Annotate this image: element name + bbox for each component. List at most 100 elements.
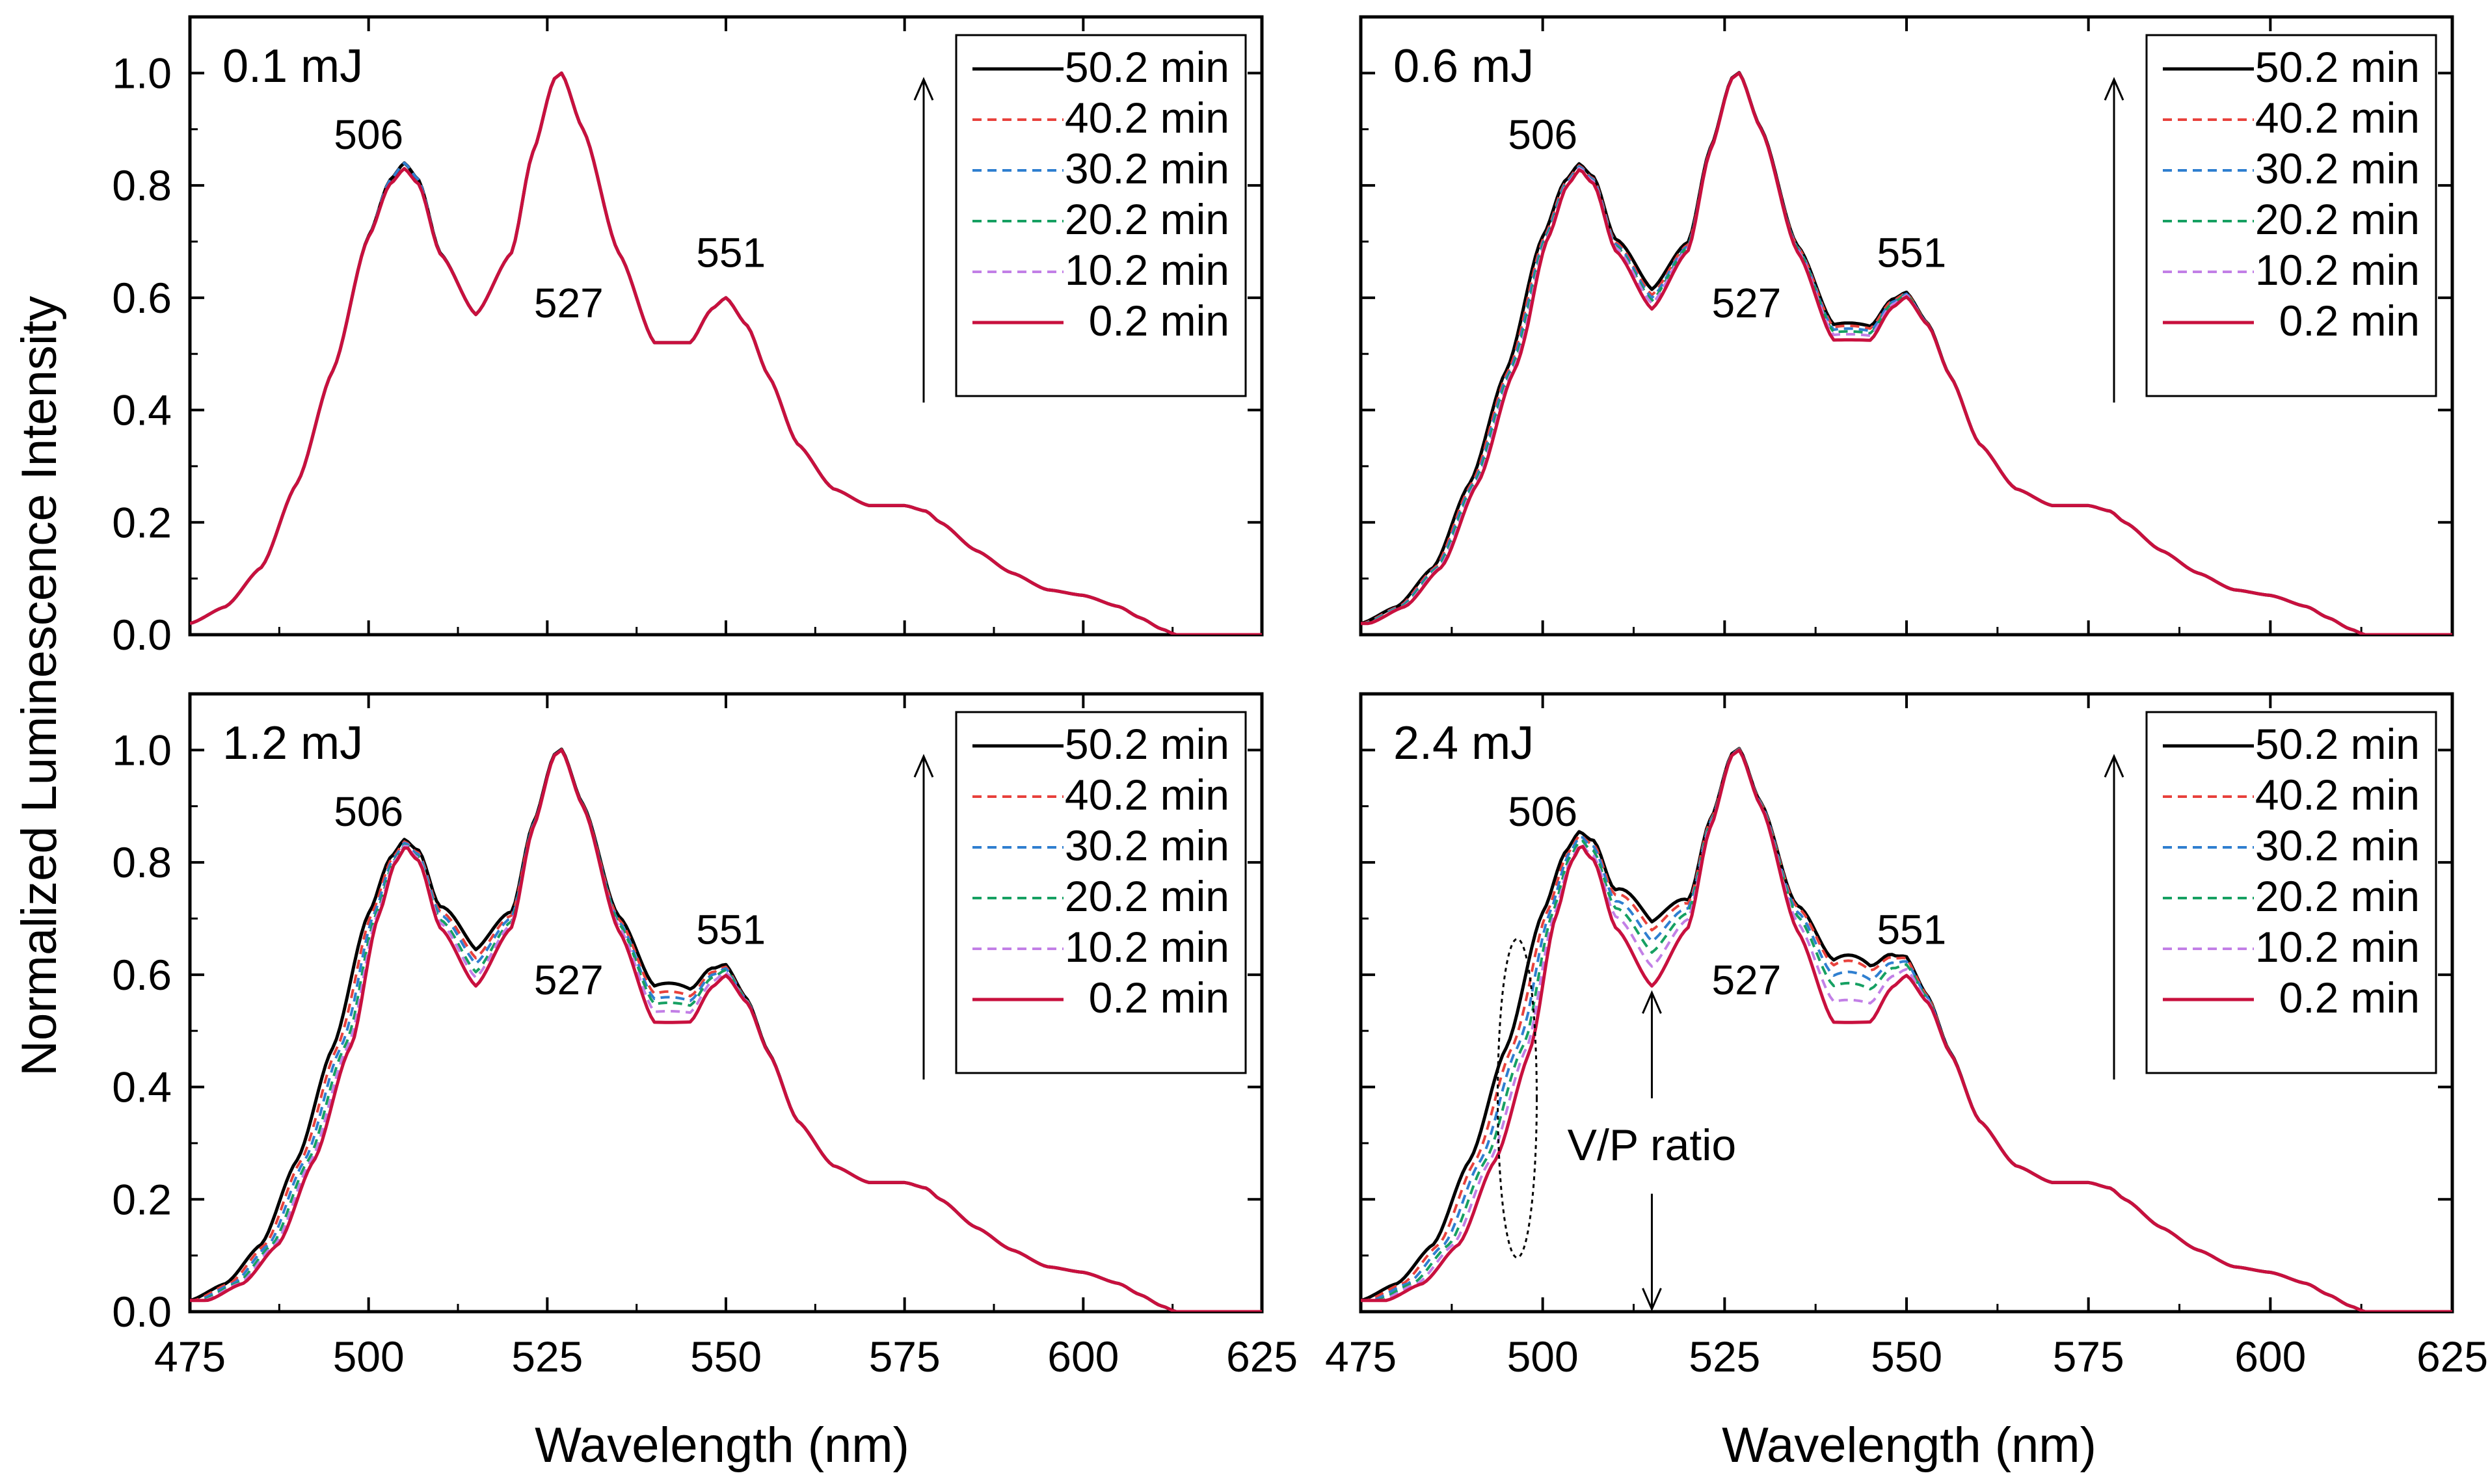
peak-label-551: 551: [696, 906, 766, 953]
series-line-10-2-min: [190, 749, 1262, 1312]
legend-label: 40.2 min: [2255, 771, 2420, 819]
x-tick-label: 625: [2416, 1332, 2488, 1381]
peak-label-551: 551: [1877, 229, 1946, 276]
y-tick-label: 1.0: [112, 49, 172, 97]
legend-label: 0.2 min: [2279, 297, 2420, 345]
series-line-10-2-min: [1361, 748, 2452, 1312]
vp-arrow-down-head: [1642, 1288, 1662, 1312]
legend-label: 20.2 min: [2255, 195, 2420, 243]
y-axis-title: Normalized Luminescence Intensity: [12, 296, 67, 1076]
y-tick-label: 0.8: [112, 161, 172, 209]
peak-label-506: 506: [1508, 788, 1577, 835]
peak-label-506: 506: [334, 788, 403, 835]
peak-label-551: 551: [1877, 906, 1946, 953]
x-tick-label: 475: [154, 1332, 226, 1381]
y-tick-label: 0.4: [112, 386, 172, 434]
x-tick-label: 600: [1047, 1332, 1119, 1381]
legend-label: 50.2 min: [2255, 720, 2420, 768]
peak-label-506: 506: [334, 111, 403, 158]
legend-label: 10.2 min: [1065, 923, 1229, 971]
legend-label: 20.2 min: [1065, 195, 1229, 243]
time-arrow-head: [913, 754, 934, 778]
y-tick-label: 1.0: [112, 726, 172, 774]
shoulder-ellipse: [1497, 938, 1538, 1259]
energy-label: 1.2 mJ: [222, 717, 363, 769]
legend-label: 0.2 min: [1089, 297, 1229, 345]
series-line-0-2-min: [190, 71, 1262, 635]
x-tick-label: 625: [1226, 1332, 1298, 1381]
x-tick-label: 600: [2234, 1332, 2306, 1381]
legend-label: 40.2 min: [2255, 94, 2420, 142]
series-line-0-2-min: [1361, 748, 2452, 1312]
y-tick-label: 0.0: [112, 611, 172, 659]
series-lines: [190, 747, 1262, 1312]
panel-3: 475 500 525 550 575 600 625 0.0 0.2 0.4 0.6 0.8 1.0 1…: [112, 692, 1298, 1381]
legend-label: 30.2 min: [1065, 144, 1229, 192]
legend-label: 10.2 min: [1065, 246, 1229, 294]
legend-label: 10.2 min: [2255, 923, 2420, 971]
series-lines: [1361, 71, 2452, 635]
peak-label-551: 551: [696, 229, 766, 276]
legend-label: 20.2 min: [2255, 872, 2420, 920]
legend-box: [2145, 711, 2437, 1074]
peak-label-506: 506: [1508, 111, 1577, 158]
y-tick-label: 0.6: [112, 951, 172, 999]
x-tick-label: 550: [690, 1332, 762, 1381]
legend-label: 50.2 min: [2255, 43, 2420, 91]
x-tick-label: 500: [333, 1332, 405, 1381]
y-tick-label: 0.2: [112, 498, 172, 546]
legend-label: 30.2 min: [2255, 144, 2420, 192]
y-tick-label: 0.2: [112, 1175, 172, 1223]
legend-label: 40.2 min: [1065, 771, 1229, 819]
peak-label-527: 527: [534, 957, 604, 1003]
y-tick-label: 0.8: [112, 838, 172, 886]
legend-label: 40.2 min: [1065, 94, 1229, 142]
x-axis-title-left: Wavelength (nm): [535, 1418, 909, 1473]
legend-label: 30.2 min: [2255, 821, 2420, 869]
x-tick-label: 575: [869, 1332, 941, 1381]
legend-label: 50.2 min: [1065, 720, 1229, 768]
x-tick-label: 525: [511, 1332, 583, 1381]
y-tick-label: 0.0: [112, 1288, 172, 1336]
series-lines: [190, 71, 1262, 635]
time-arrow-head: [2104, 754, 2124, 778]
energy-label: 0.6 mJ: [1393, 40, 1534, 92]
y-tick-label: 0.4: [112, 1063, 172, 1111]
vp-ratio-label: V/P ratio: [1568, 1120, 1737, 1170]
legend-label: 0.2 min: [2279, 974, 2420, 1022]
x-tick-label: 500: [1507, 1332, 1579, 1381]
series-line-40-2-min: [1361, 71, 2452, 635]
energy-label: 0.1 mJ: [222, 40, 363, 92]
legend-label: 20.2 min: [1065, 872, 1229, 920]
x-tick-label: 475: [1325, 1332, 1397, 1381]
x-tick-label: 550: [1871, 1332, 1942, 1381]
legend-box: [955, 34, 1247, 397]
vp-arrow-up-head: [1642, 990, 1662, 1014]
series-line-0-2-min: [1361, 71, 2452, 635]
peak-label-527: 527: [534, 280, 604, 326]
x-axis-title-right: Wavelength (nm): [1722, 1418, 2096, 1473]
legend-box: [955, 711, 1247, 1074]
panel-4: 475 500 525 550 575 600 625 2.4 mJ 506 527 551 50.2…: [1325, 692, 2488, 1381]
y-tick-label: 0.6: [112, 274, 172, 322]
energy-label: 2.4 mJ: [1393, 717, 1534, 769]
legend-label: 10.2 min: [2255, 246, 2420, 294]
series-lines: [1361, 747, 2452, 1312]
peak-label-527: 527: [1712, 957, 1782, 1003]
legend-label: 0.2 min: [1089, 974, 1229, 1022]
time-arrow-head: [913, 77, 934, 101]
series-line-0-2-min: [190, 748, 1262, 1312]
legend-box: [2145, 34, 2437, 397]
time-arrow-head: [2104, 77, 2124, 101]
legend-label: 30.2 min: [1065, 821, 1229, 869]
peak-label-527: 527: [1712, 280, 1782, 326]
x-tick-label: 525: [1689, 1332, 1760, 1381]
panel-1: 0.0 0.2 0.4 0.6 0.8 1.0 0.1 mJ 506 527 551 50.2 mi…: [112, 15, 1264, 659]
legend-label: 50.2 min: [1065, 43, 1229, 91]
